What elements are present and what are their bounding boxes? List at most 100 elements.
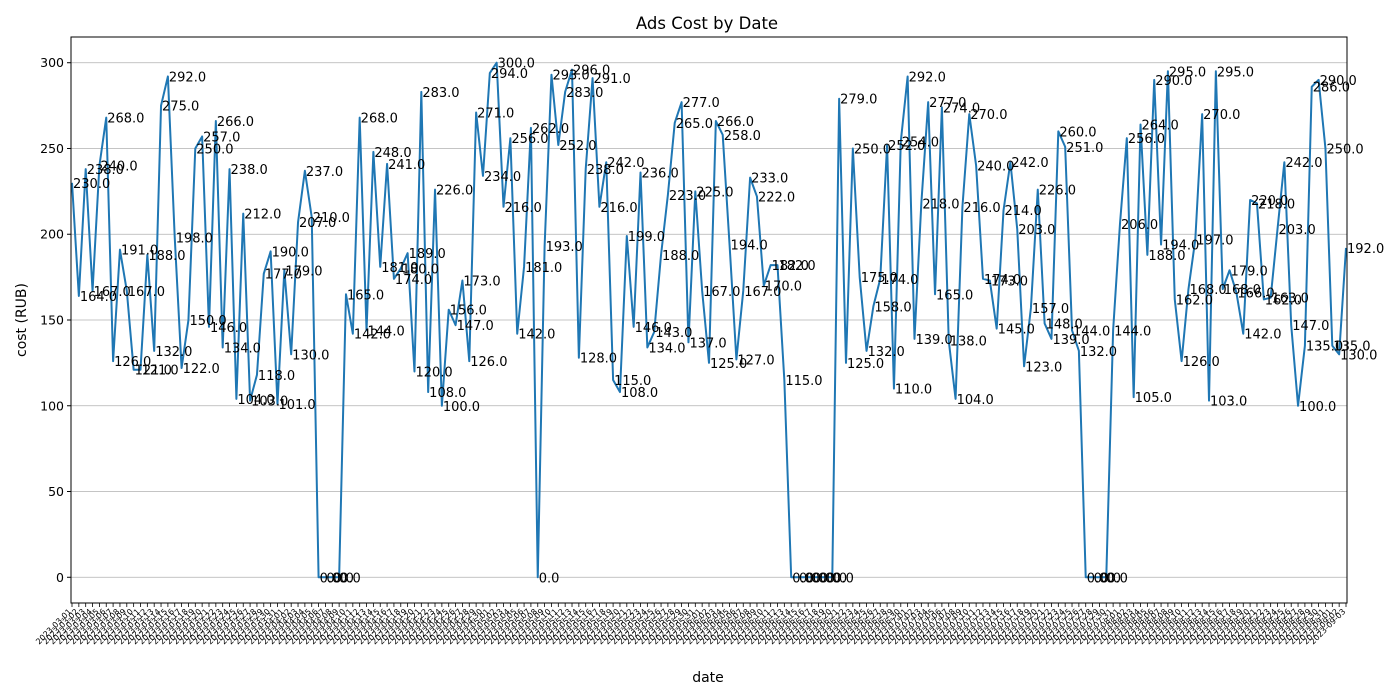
data-label: 128.0	[580, 352, 617, 367]
data-label: 240.0	[100, 160, 137, 175]
data-label: 181.0	[381, 261, 418, 276]
data-label: 238.0	[87, 163, 124, 178]
data-label: 216.0	[600, 201, 637, 216]
data-label: 292.0	[169, 70, 206, 85]
data-label: 0.0	[806, 571, 827, 586]
data-label: 210.0	[313, 211, 350, 226]
data-label: 295.0	[1169, 65, 1206, 80]
data-label: 142.0	[1244, 328, 1281, 343]
data-label: 256.0	[1128, 132, 1165, 147]
data-label: 120.0	[415, 365, 452, 380]
data-label: 125.0	[710, 357, 747, 372]
data-label: 134.0	[648, 341, 685, 356]
data-label: 225.0	[696, 185, 733, 200]
data-label: 188.0	[662, 249, 699, 264]
data-label: 0.0	[826, 571, 847, 586]
y-tick-label: 50	[48, 484, 64, 499]
data-label: 268.0	[361, 112, 398, 127]
data-label: 103.0	[1210, 395, 1247, 410]
data-label: 277.0	[929, 96, 966, 111]
data-label: 193.0	[546, 240, 583, 255]
data-labels: 230.0 164.0 238.0 167.0 240.0 268.0 126.0 191.0…	[73, 57, 1384, 587]
data-label: 242.0	[1285, 156, 1322, 171]
data-label: 105.0	[1135, 391, 1172, 406]
data-label: 158.0	[874, 300, 911, 315]
data-label: 251.0	[1066, 141, 1103, 156]
data-label: 0.0	[340, 571, 361, 586]
data-label: 277.0	[683, 96, 720, 111]
data-label: 115.0	[614, 374, 651, 389]
data-label: 0.0	[1107, 571, 1128, 586]
data-label: 174.0	[984, 273, 1021, 288]
data-label: 148.0	[1046, 317, 1083, 332]
data-label: 173.0	[991, 275, 1028, 290]
gridlines	[71, 62, 1347, 578]
data-label: 180.0	[402, 263, 439, 278]
y-tick-label: 0	[56, 570, 64, 585]
data-label: 0.0	[820, 571, 841, 586]
data-label: 121.0	[135, 364, 172, 379]
data-label: 126.0	[470, 355, 507, 370]
data-label: 135.0	[1306, 340, 1343, 355]
data-label: 295.0	[1217, 65, 1254, 80]
data-label: 291.0	[594, 72, 631, 87]
data-label: 266.0	[217, 115, 254, 130]
data-label: 168.0	[1189, 283, 1226, 298]
y-tick-label: 300	[40, 55, 64, 70]
data-label: 223.0	[669, 189, 706, 204]
y-tick-label: 250	[40, 141, 64, 156]
data-label: 250.0	[854, 142, 891, 157]
data-label: 241.0	[388, 158, 425, 173]
data-label: 216.0	[963, 201, 1000, 216]
data-label: 198.0	[176, 232, 213, 247]
data-label: 216.0	[505, 201, 542, 216]
y-tick-label: 150	[40, 313, 64, 328]
data-label: 162.0	[1265, 293, 1302, 308]
data-label: 234.0	[484, 170, 521, 185]
data-label: 275.0	[162, 100, 199, 115]
data-label: 242.0	[607, 156, 644, 171]
data-label: 296.0	[573, 64, 610, 79]
data-label: 132.0	[155, 345, 192, 360]
data-label: 238.0	[231, 163, 268, 178]
data-label: 146.0	[210, 321, 247, 336]
data-label: 300.0	[498, 57, 535, 72]
data-label: 265.0	[676, 117, 713, 132]
data-label: 264.0	[1142, 118, 1179, 133]
data-label: 0.0	[326, 571, 347, 586]
data-label: 240.0	[977, 160, 1014, 175]
data-label: 147.0	[1292, 319, 1329, 334]
data-label: 271.0	[477, 106, 514, 121]
data-label: 206.0	[1121, 218, 1158, 233]
data-label: 126.0	[1183, 355, 1220, 370]
data-label: 266.0	[717, 115, 754, 130]
data-label: 0.0	[813, 571, 834, 586]
data-label: 293.0	[552, 69, 589, 84]
data-label: 179.0	[1231, 264, 1268, 279]
data-label: 226.0	[1039, 184, 1076, 199]
data-label: 147.0	[457, 319, 494, 334]
data-label: 138.0	[950, 335, 987, 350]
data-label: 175.0	[861, 271, 898, 286]
data-label: 104.0	[237, 393, 274, 408]
data-label: 218.0	[922, 197, 959, 212]
data-label: 166.0	[1237, 287, 1274, 302]
data-label: 218.0	[1258, 197, 1295, 212]
data-label: 192.0	[1347, 242, 1384, 257]
y-axis-label: cost (RUB)	[14, 283, 30, 357]
data-label: 189.0	[409, 247, 446, 262]
data-label: 121.0	[141, 364, 178, 379]
data-label: 118.0	[258, 369, 295, 384]
data-label: 108.0	[621, 386, 658, 401]
data-label: 101.0	[278, 398, 315, 413]
data-label: 167.0	[703, 285, 740, 300]
data-label: 248.0	[374, 146, 411, 161]
data-label: 222.0	[758, 191, 795, 206]
data-label: 137.0	[689, 336, 726, 351]
data-label: 104.0	[957, 393, 994, 408]
data-label: 100.0	[443, 400, 480, 415]
data-label: 144.0	[1073, 324, 1110, 339]
data-label: 290.0	[1155, 74, 1192, 89]
data-label: 150.0	[189, 314, 226, 329]
